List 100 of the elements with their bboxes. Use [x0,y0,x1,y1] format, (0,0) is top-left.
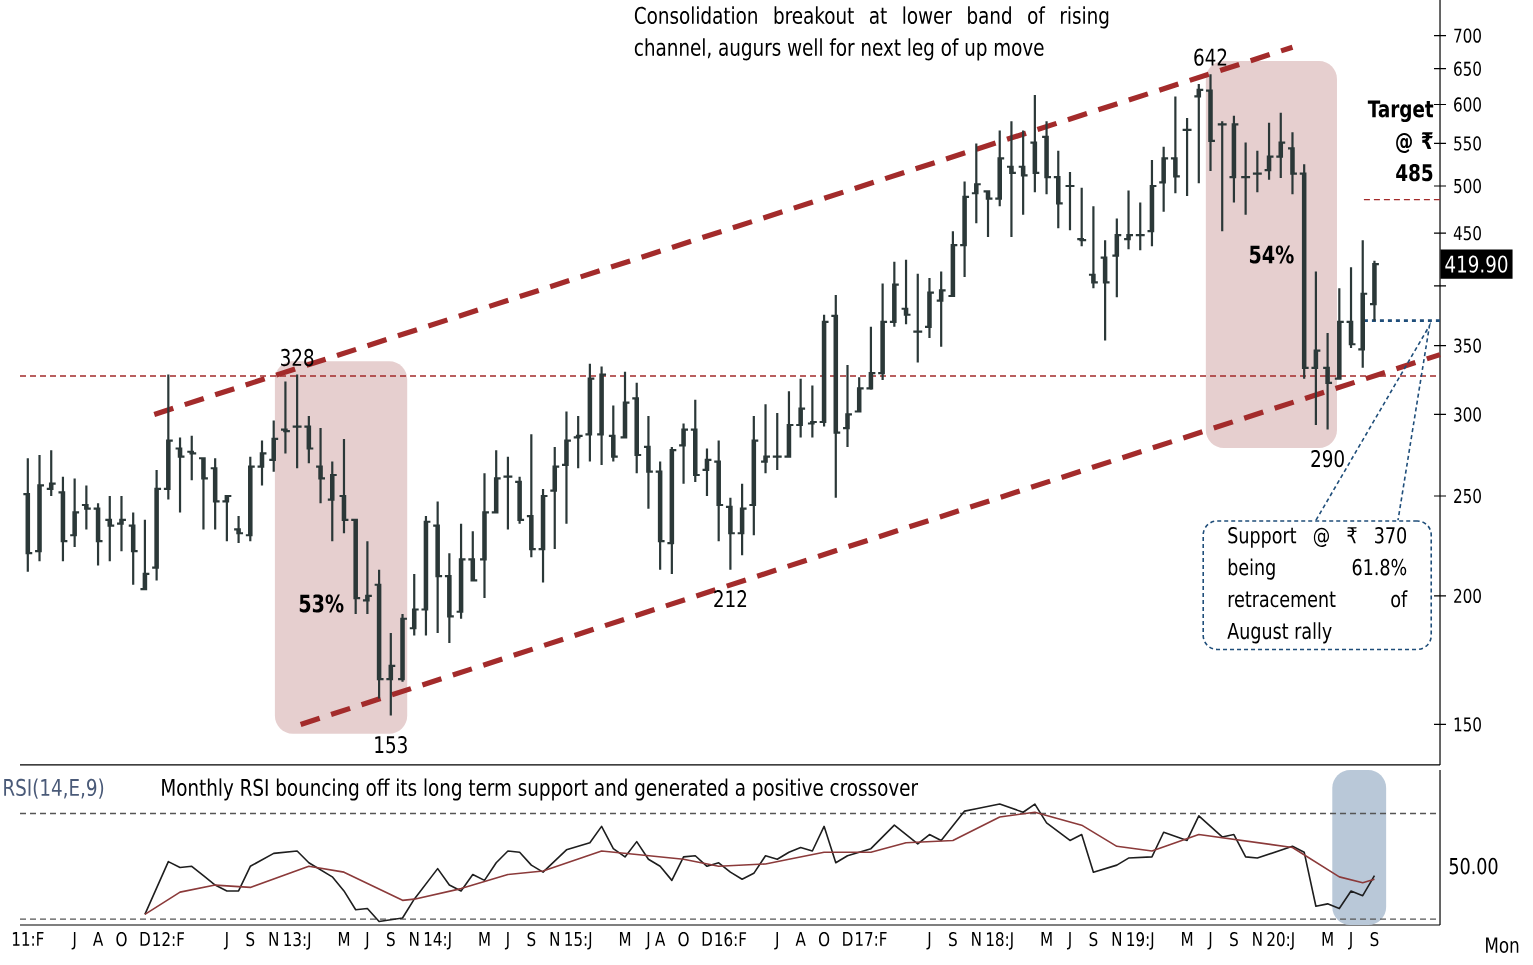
annotation: 212 [714,590,747,608]
candlestick [1029,93,1041,194]
x-tick-label: M [479,932,490,946]
x-tick-label: D [843,932,853,946]
x-tick-label: J [223,932,228,950]
y-tick-label: 700 [1454,28,1481,43]
candlestick [560,410,573,525]
candlestick [350,518,362,616]
x-tick-label: S [1089,932,1098,947]
band-label: 53% [299,594,344,613]
candlestick [1052,149,1064,230]
candlestick [45,449,57,498]
candlestick [385,631,397,717]
candlestick [642,414,654,510]
text: 50.00 [1449,857,1498,875]
x-tick-label: S [246,932,255,947]
candlestick [1134,201,1146,252]
candlestick [1368,259,1380,322]
x-tick-label: J [1348,932,1352,950]
candlestick [912,272,924,364]
x-tick-label: N [550,932,559,946]
candlestick [771,411,783,472]
candlestick [291,373,303,470]
x-tick-label: M [1322,932,1333,946]
x-tick-label: S [1370,932,1379,947]
x-tick-label: S [949,932,957,947]
candlestick [1111,217,1123,299]
candlestick [279,380,291,455]
candlestick [115,494,128,553]
candlestick [724,496,736,571]
candlestick [1181,117,1193,198]
candlestick [1193,83,1205,185]
x-tick-label: J [504,932,509,950]
annotation: Consolidation breakout at lower band of rising channel, augurs well for next leg of up move [634,6,1109,61]
candlestick [678,422,690,485]
candlestick [923,276,936,340]
x-tick-label: A [795,932,806,946]
candlestick [315,426,327,505]
candlestick [736,482,748,557]
x-tick-label: 12:F [153,932,184,947]
candlestick [596,365,608,466]
candlestick [1041,120,1053,196]
candlestick [701,447,713,498]
candlestick [303,414,315,465]
candlestick [970,142,982,225]
candlestick [689,398,701,483]
y-tick-label: 200 [1454,588,1481,603]
candlestick [1357,239,1369,369]
candlestick [572,414,584,470]
candlestick [783,390,795,458]
annotation: 642 [1194,48,1227,66]
candlestick [80,484,92,531]
y-tick-label: 300 [1454,407,1481,422]
x-tick-label: O [678,932,689,947]
y-tick-label: 150 [1454,717,1481,732]
x-tick-label: D [702,932,712,946]
candlestick [549,445,561,551]
x-tick-label: 19:J [1127,932,1154,950]
candlestick [326,460,338,543]
candlestick [1275,111,1287,180]
candlestick [478,472,491,600]
text: Monthly RSI bouncing off its long term support and generated a positive crossover [162,778,918,801]
y-tick-label: 550 [1454,136,1481,151]
y-tick-label: 450 [1453,225,1481,241]
x-tick-label: D [140,932,150,946]
x-tick-label: A [93,932,104,946]
candlestick [186,434,198,482]
candlestick [631,381,643,475]
x-tick-label: 13:J [284,932,311,950]
x-tick-label: S [1230,932,1238,947]
x-tick-label: J [926,932,931,950]
y-tick-label: 350 [1454,338,1481,353]
candlestick [338,437,350,535]
candlestick [841,364,854,449]
x-tick-label: J [1207,932,1212,950]
band-label: 54% [1249,245,1294,264]
text: Mon [1486,937,1519,953]
candlestick [1087,205,1099,290]
candlestick [1017,129,1029,216]
candlestick [1169,95,1181,195]
x-tick-label: J [71,932,76,950]
x-tick-label: 18:J [986,932,1013,950]
candlestick [1240,141,1252,216]
candlestick [361,540,373,616]
candlestick [1333,287,1345,380]
x-tick-label: N [269,932,278,946]
candlestick [256,439,268,487]
candlestick [877,282,889,382]
x-tick-label: M [1041,932,1052,946]
candlestick [806,384,818,439]
candlestick [233,515,245,545]
candlestick [935,270,947,348]
y-tick-label: 650 [1454,61,1481,76]
candlestick [1216,120,1228,233]
y-tick-label: 600 [1454,97,1481,112]
candlestick [1345,266,1357,350]
chart-title: RSI(14,E,9) [4,778,104,799]
candlestick [1263,121,1275,181]
candlestick [1122,189,1135,251]
candlestick [268,419,280,473]
